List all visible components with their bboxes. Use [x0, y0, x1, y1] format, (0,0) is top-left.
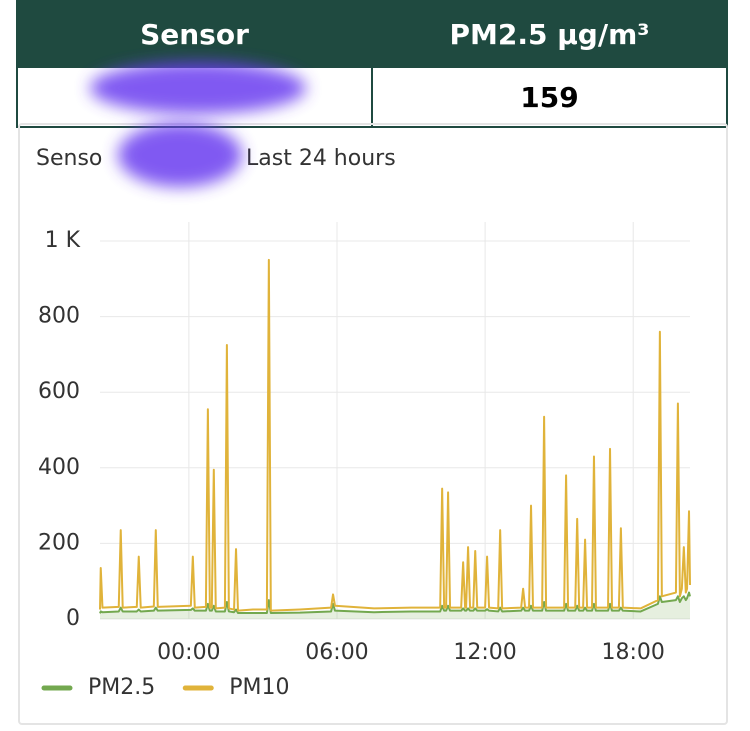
y-tick-label: 600 [38, 379, 80, 404]
chart-card [18, 123, 728, 725]
header-cell: Sensor [16, 0, 373, 68]
sensor-table: Sensor PM2.5 µg/m³ 159 [16, 0, 728, 128]
x-tick-label: 00:00 [157, 640, 220, 665]
y-tick-label: 400 [38, 455, 80, 480]
y-tick-label: 800 [38, 304, 80, 329]
chart-title-start: Senso [36, 146, 102, 171]
y-tick-label: 200 [38, 530, 80, 555]
pm25-cell: 159 [371, 66, 728, 128]
redaction [90, 62, 306, 114]
area-fill [100, 592, 690, 619]
y-tick-label: 1 K [45, 228, 81, 253]
series-line [99, 591, 691, 614]
legend-label: PM10 [229, 675, 289, 700]
legend-label: PM2.5 [88, 675, 155, 700]
x-tick-label: 18:00 [602, 640, 665, 665]
redaction [118, 123, 242, 187]
y-tick-label: 0 [66, 606, 80, 631]
header-cell: PM2.5 µg/m³ [371, 0, 728, 68]
x-tick-label: 12:00 [453, 640, 516, 665]
chart-title-end: Last 24 hours [246, 146, 396, 171]
series-line [99, 258, 691, 612]
x-tick-label: 06:00 [305, 640, 368, 665]
